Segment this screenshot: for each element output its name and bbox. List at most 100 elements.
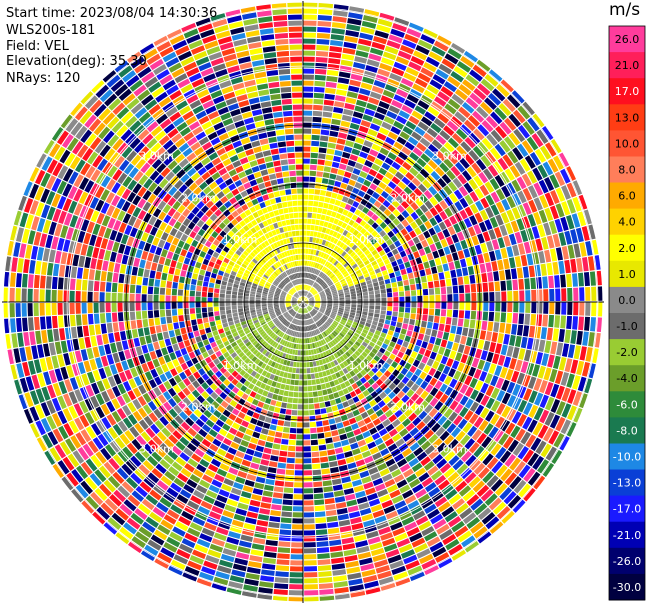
range-gate: [394, 409, 403, 418]
range-gate: [459, 302, 465, 310]
range-gate: [312, 469, 322, 476]
range-gate: [489, 216, 499, 228]
range-gate: [392, 386, 401, 395]
range-gate: [406, 389, 415, 398]
range-gate: [506, 246, 514, 258]
range-gate: [341, 196, 349, 203]
range-gate: [396, 322, 403, 328]
range-gate: [396, 204, 405, 213]
range-gate: [152, 254, 160, 264]
range-gate: [177, 302, 183, 309]
range-gate: [581, 361, 590, 377]
range-gate: [400, 328, 407, 335]
range-gate: [144, 352, 152, 362]
range-gate: [533, 407, 544, 421]
range-gate: [511, 324, 518, 335]
range-gate: [207, 292, 213, 298]
range-gate: [465, 257, 473, 267]
range-gate: [352, 343, 359, 350]
range-gate: [356, 250, 363, 257]
range-gate: [347, 248, 354, 255]
range-gate: [398, 312, 404, 318]
range-gate: [453, 370, 462, 381]
range-gate: [428, 449, 440, 460]
range-gate: [429, 217, 438, 227]
range-gate: [371, 348, 378, 355]
range-gate: [315, 360, 320, 366]
range-gate: [434, 308, 441, 316]
range-gate: [401, 385, 410, 394]
range-gate: [347, 159, 356, 167]
range-gate: [327, 303, 333, 305]
range-gate: [325, 310, 331, 314]
range-gate: [289, 385, 295, 391]
range-gate: [332, 366, 339, 373]
range-gate: [579, 302, 585, 316]
range-gate: [307, 319, 311, 325]
range-gate: [278, 541, 291, 548]
range-gate: [367, 331, 374, 337]
range-gate: [454, 403, 464, 414]
range-gate: [329, 265, 335, 271]
range-gate: [406, 330, 413, 337]
range-gate: [332, 292, 338, 296]
range-gate: [333, 107, 344, 114]
range-gate: [446, 340, 454, 350]
range-gate: [399, 484, 411, 494]
range-gate: [327, 521, 339, 529]
range-gate: [318, 257, 323, 264]
range-gate: [480, 197, 490, 209]
range-gate: [394, 17, 410, 27]
range-gate: [370, 472, 381, 481]
range-gate: [451, 520, 465, 533]
range-gate: [424, 374, 433, 383]
range-gate: [325, 254, 330, 260]
range-gate: [368, 287, 374, 292]
range-gate: [319, 377, 325, 384]
range-gate: [284, 415, 292, 421]
range-gate: [436, 35, 452, 47]
range-gate: [417, 233, 426, 242]
range-gate: [214, 288, 220, 294]
range-gate: [326, 185, 334, 192]
range-gate: [189, 296, 195, 302]
range-gate: [573, 345, 581, 360]
range-gate: [135, 249, 143, 259]
range-gate: [375, 423, 385, 432]
range-gate: [445, 278, 452, 287]
range-gate: [363, 272, 370, 278]
range-gate: [548, 275, 554, 289]
range-gate: [359, 151, 369, 159]
range-gate: [458, 310, 465, 319]
range-gate: [508, 257, 516, 269]
range-gate: [329, 460, 338, 468]
range-gate: [401, 516, 415, 526]
range-gate: [334, 281, 340, 286]
range-gate: [192, 324, 199, 332]
range-gate: [191, 278, 197, 286]
range-gate: [489, 147, 501, 160]
range-gate: [424, 482, 437, 493]
range-gate: [421, 341, 428, 349]
range-gate: [359, 384, 367, 392]
range-gate: [78, 337, 86, 350]
range-gate: [487, 272, 494, 282]
range-gate: [453, 415, 463, 426]
range-gate: [147, 343, 155, 352]
range-gate: [326, 307, 332, 310]
range-gate: [279, 450, 288, 457]
range-gate: [165, 302, 171, 310]
range-gate: [203, 276, 210, 282]
range-gate: [303, 254, 306, 260]
range-gate: [324, 196, 331, 203]
range-gate: [321, 414, 328, 420]
range-gate: [561, 201, 571, 216]
range-gate: [407, 272, 414, 280]
range-gate: [242, 485, 254, 493]
range-gate: [490, 443, 502, 456]
range-gate: [353, 332, 360, 338]
range-gate: [566, 199, 576, 214]
range-gate: [304, 284, 307, 290]
range-gate: [245, 448, 255, 456]
range-gate: [340, 439, 350, 447]
